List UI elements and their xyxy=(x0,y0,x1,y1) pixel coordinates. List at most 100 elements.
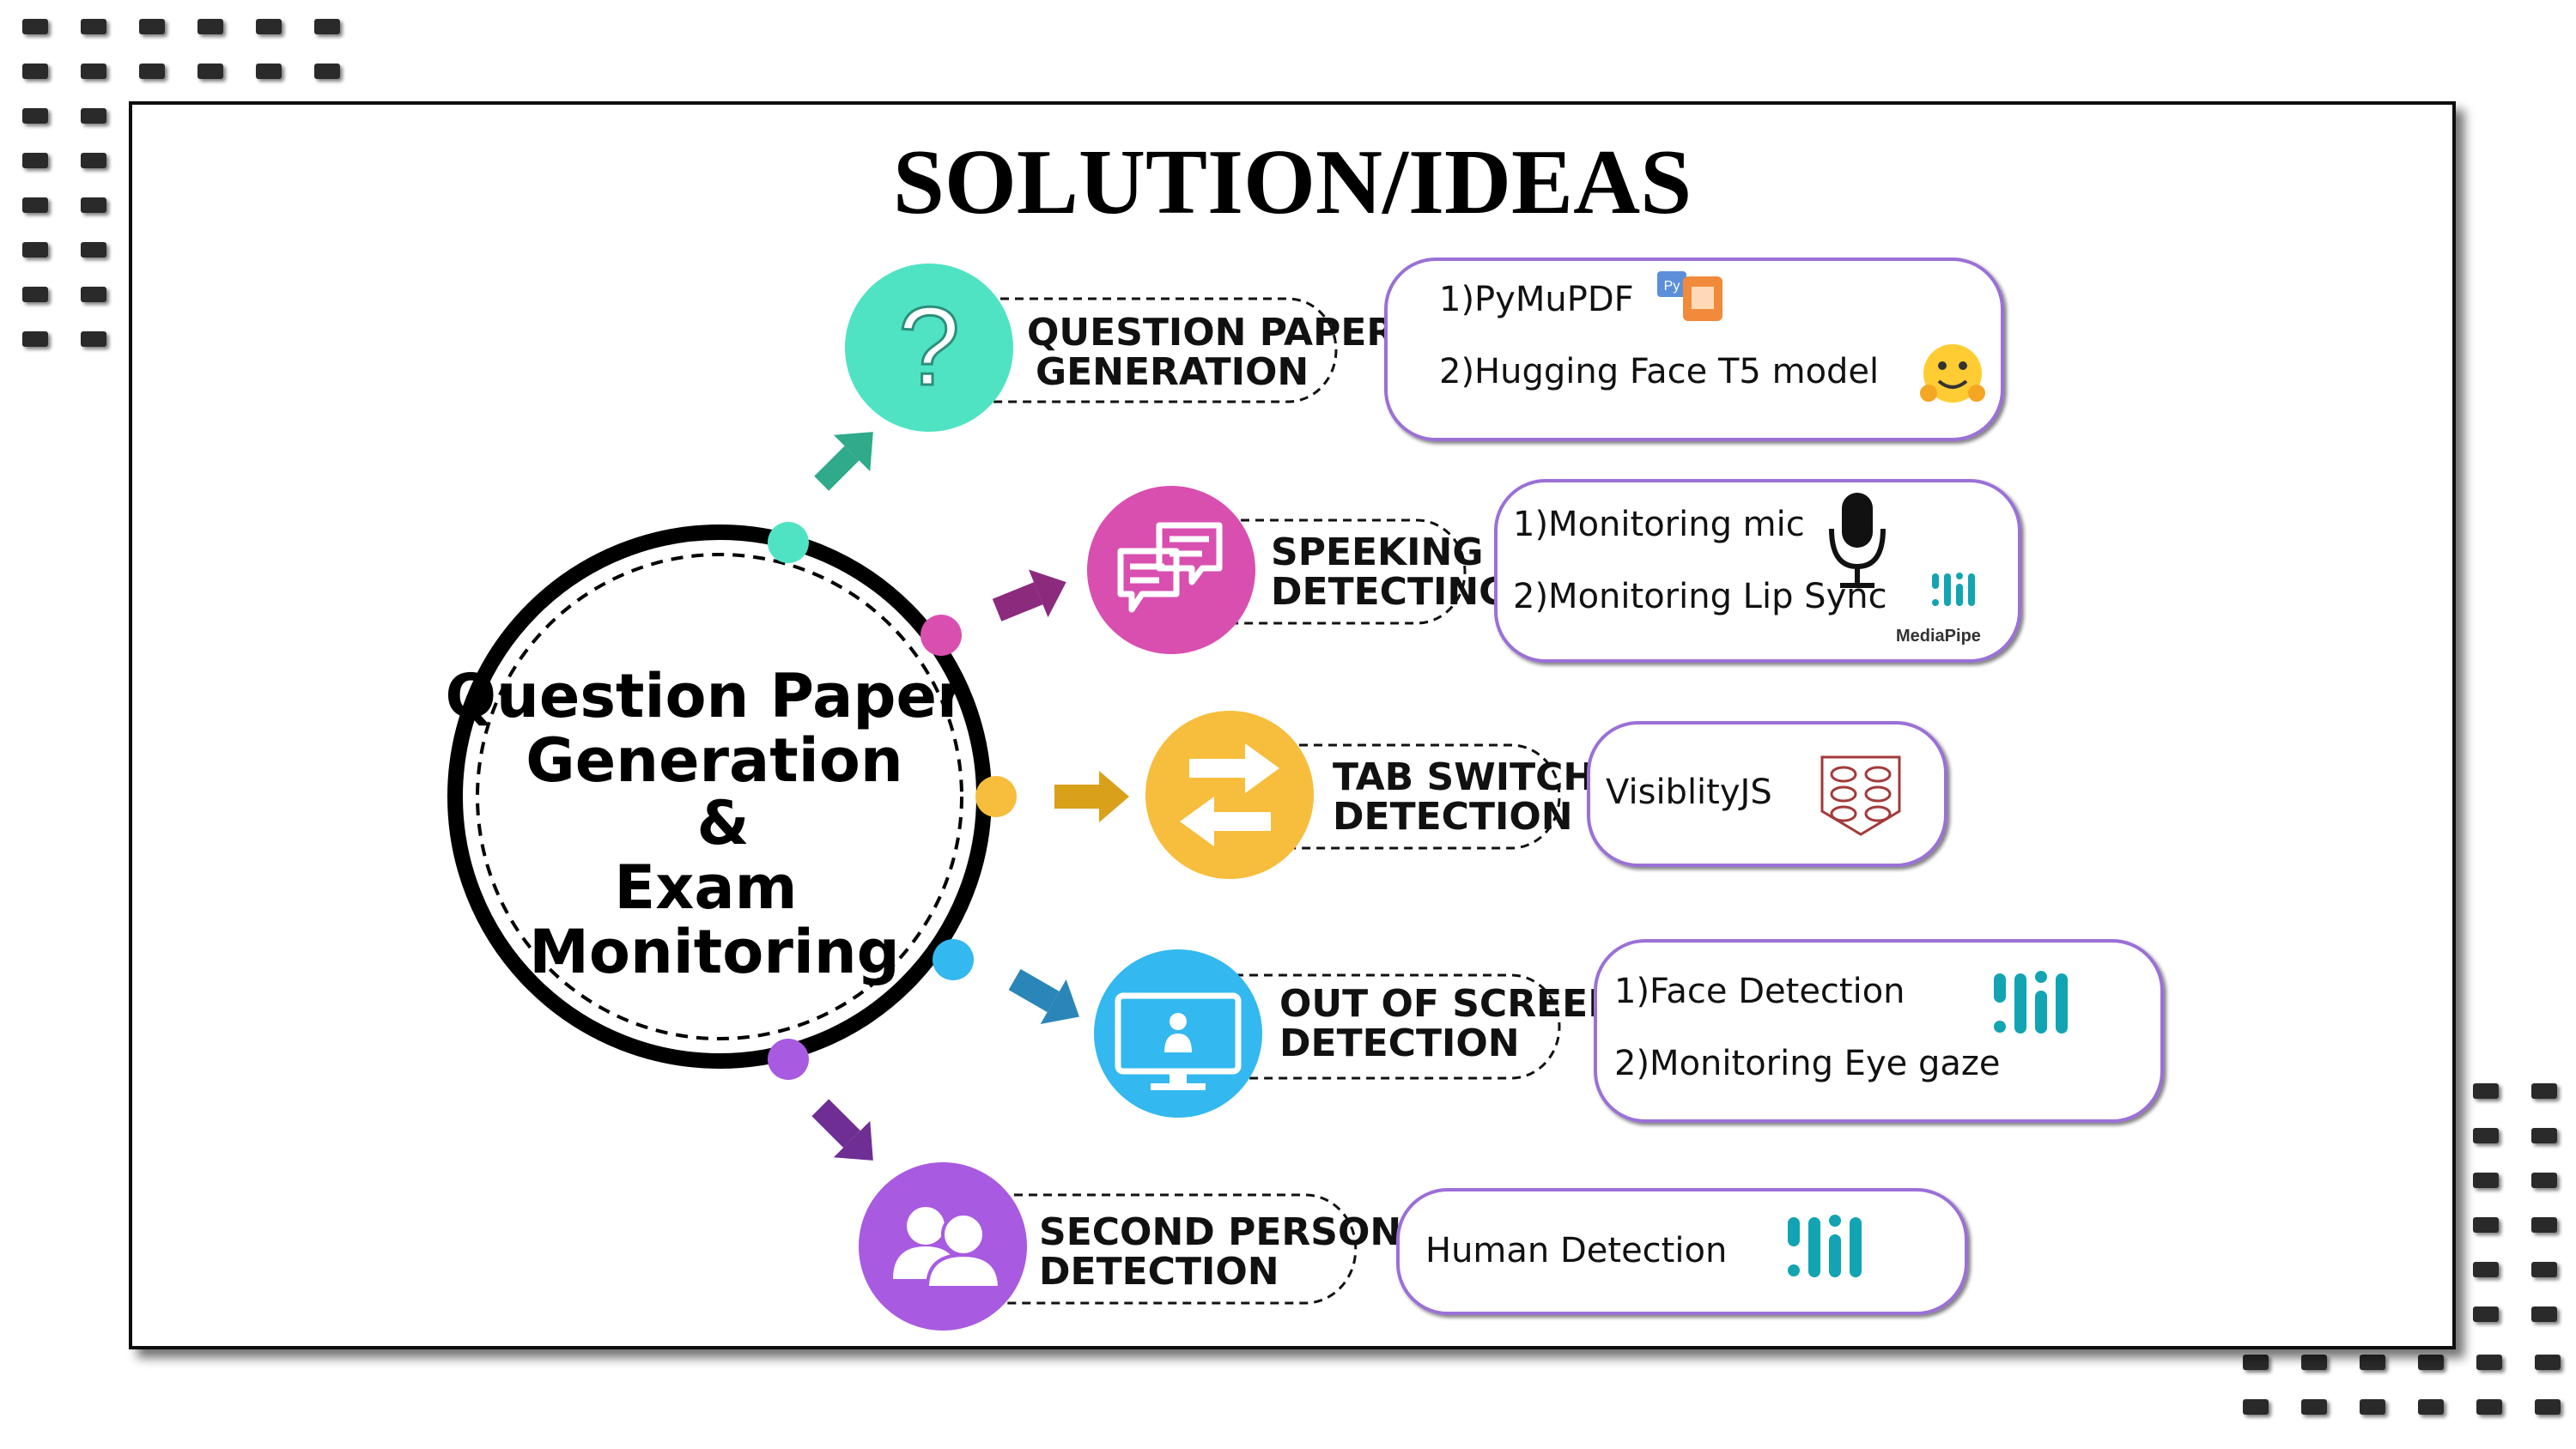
decorative-square xyxy=(2301,1355,2327,1370)
decorative-square xyxy=(22,331,48,347)
two-people-icon xyxy=(893,1207,1002,1289)
arrow-to-speaking xyxy=(992,569,1066,621)
branch-label-line-1: OUT OF SCREEN xyxy=(1279,982,1619,1026)
hub-line-2: Generation xyxy=(526,725,902,796)
question-mark-icon-circle xyxy=(845,264,1013,432)
branch-speaking: SPEEKING DETECTING 1)Monitoring mic 2)Mo… xyxy=(1087,479,2021,663)
hub-line-5: Monitoring xyxy=(529,917,900,987)
branch-label-line-1: TAB SWITCH xyxy=(1333,755,1595,799)
decorative-square xyxy=(197,19,223,34)
decorative-square xyxy=(2418,1399,2444,1415)
decorative-square xyxy=(2243,1399,2269,1415)
chat-bubbles-icon xyxy=(1117,522,1223,613)
branch-label-line-2: DETECTION xyxy=(1039,1250,1279,1294)
decorative-square xyxy=(2473,1307,2499,1322)
decorative-dot-grid-top-left xyxy=(22,19,340,347)
decorative-square xyxy=(22,108,48,124)
mediapipe-logo-icon xyxy=(1788,1215,1862,1277)
decorative-square xyxy=(22,153,48,168)
decorative-square xyxy=(2473,1173,2499,1188)
decorative-square xyxy=(2531,1262,2557,1277)
decorative-square xyxy=(2535,1355,2561,1370)
decorative-square xyxy=(2473,1083,2499,1099)
hugging-face-emoji-icon xyxy=(1920,344,1985,403)
decorative-square xyxy=(22,242,48,258)
arrow-to-tab-switch xyxy=(1054,771,1129,822)
branch-label-line-2: DETECTION xyxy=(1333,795,1573,839)
idea-box-second-person xyxy=(1396,1188,1968,1315)
decorative-square xyxy=(22,197,48,213)
arrow-to-question-paper xyxy=(814,432,873,491)
hub-line-3: & xyxy=(696,788,749,858)
decorative-square xyxy=(22,19,48,34)
decorative-square xyxy=(2476,1355,2502,1370)
decorative-square xyxy=(2476,1399,2502,1415)
hub-line-1: Question Paper xyxy=(446,661,967,731)
pymupdf-logo-icon: Py xyxy=(1657,271,1722,321)
decorative-square xyxy=(2473,1128,2499,1143)
decorative-square xyxy=(22,64,48,79)
mediapipe-logo-icon xyxy=(1932,573,1975,606)
decorative-square xyxy=(81,197,106,213)
visibilityjs-logo-icon xyxy=(1820,755,1901,836)
decorative-square xyxy=(81,64,106,79)
branch-label-capsule xyxy=(941,1193,1358,1305)
hub-line-4: Exam xyxy=(614,852,797,923)
decorative-square xyxy=(81,287,106,302)
hub-connector-dot-2 xyxy=(920,615,962,656)
decorative-square xyxy=(81,242,106,258)
decorative-square xyxy=(256,64,282,79)
mediapipe-caption: MediaPipe xyxy=(1896,627,1981,646)
question-mark-icon: ? xyxy=(896,282,961,410)
slide-title: SOLUTION/IDEAS xyxy=(893,131,1692,233)
hub-connector-dot-3 xyxy=(975,776,1017,817)
decorative-dot-grid-bottom-right xyxy=(2243,1083,2561,1415)
decorative-square xyxy=(314,64,340,79)
branch-label-capsule xyxy=(1176,973,1561,1080)
microphone-icon xyxy=(1829,493,1886,588)
hub-connector-dot-1 xyxy=(768,522,809,563)
branch-label-line-1: QUESTION PAPER xyxy=(1027,311,1395,355)
decorative-square xyxy=(81,19,106,34)
idea-text-2: 2)Monitoring Eye gaze xyxy=(1614,1044,2000,1083)
decorative-square xyxy=(256,19,282,34)
arrow-to-second-person xyxy=(811,1099,873,1161)
decorative-square xyxy=(314,19,340,34)
idea-text-2: 2)Hugging Face T5 model xyxy=(1439,352,1879,391)
branch-out-of-screen: OUT OF SCREEN DETECTION 1)Face Detection… xyxy=(1094,939,2164,1123)
hub-connector-dot-4 xyxy=(933,939,974,980)
idea-text-1: 1)PyMuPDF xyxy=(1439,280,1634,319)
idea-box-question-paper xyxy=(1384,258,2004,441)
decorative-square xyxy=(2360,1399,2385,1415)
swap-arrows-icon xyxy=(1180,743,1279,846)
decorative-square xyxy=(2301,1399,2327,1415)
svg-text:?: ? xyxy=(898,283,960,409)
arrow-to-out-of-screen xyxy=(1008,968,1079,1024)
decorative-square xyxy=(2473,1262,2499,1277)
decorative-square xyxy=(2531,1217,2557,1233)
decorative-square xyxy=(81,331,106,347)
hub-circle: Question Paper Generation & Exam Monitor… xyxy=(446,524,992,1069)
decorative-square xyxy=(2535,1399,2561,1415)
decorative-square xyxy=(2473,1217,2499,1233)
idea-text-1: Human Detection xyxy=(1425,1231,1727,1270)
branch-question-paper: ? QUESTION PAPER GENERATION 1)PyMuPDF 2)… xyxy=(845,258,2004,441)
hub-connector-dot-5 xyxy=(768,1039,809,1080)
decorative-square xyxy=(81,153,106,168)
idea-text-1: VisiblityJS xyxy=(1606,773,1772,812)
branch-label-line-1: SECOND PERSON xyxy=(1039,1210,1401,1254)
branch-tab-switch: TAB SWITCH DETECTION VisiblityJS xyxy=(1145,711,1947,879)
mediapipe-logo-icon xyxy=(1994,971,2068,1034)
two-people-icon-circle xyxy=(859,1162,1027,1331)
branch-label-line-2: DETECTION xyxy=(1279,1022,1520,1065)
idea-box-speaking xyxy=(1494,479,2021,663)
decorative-square xyxy=(2243,1355,2269,1370)
branch-label-line-2: DETECTING xyxy=(1271,570,1510,614)
branch-label-line-2: GENERATION xyxy=(1036,350,1309,394)
idea-text-2: 2)Monitoring Lip Sync xyxy=(1513,577,1887,616)
decorative-square xyxy=(2418,1355,2444,1370)
decorative-square xyxy=(2531,1173,2557,1188)
decorative-square xyxy=(2531,1083,2557,1099)
decorative-square xyxy=(81,108,106,124)
idea-box-out-of-screen xyxy=(1594,939,2164,1123)
